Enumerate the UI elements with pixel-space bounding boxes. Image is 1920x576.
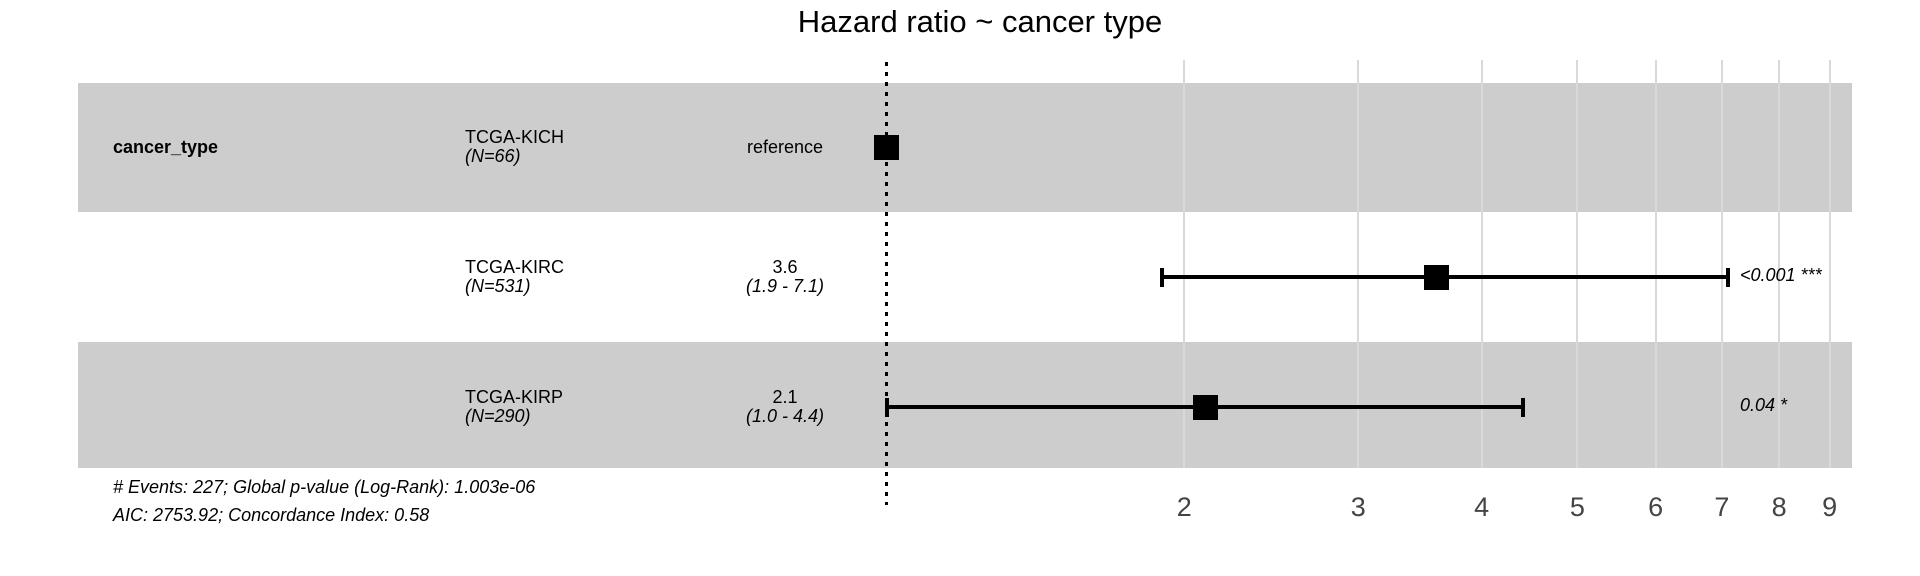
ci-cap-TCGA-KIRC (1725, 268, 1730, 287)
x-axis-tick-label: 9 (1822, 492, 1838, 522)
p-value-kirc: <0.001 *** (1740, 265, 1822, 285)
ci-cap-TCGA-KIRC (1160, 268, 1165, 287)
term-name: TCGA-KIRC (465, 257, 564, 277)
x-axis-tick-label: 4 (1474, 492, 1490, 522)
term-label-kich: TCGA-KICH (N=66) (465, 128, 564, 166)
estimate-ci: (1.9 - 7.1) (745, 276, 825, 296)
x-axis-tick-label: 3 (1350, 492, 1366, 522)
estimate-kirc: 3.6 (1.9 - 7.1) (645, 258, 925, 296)
gridline-4 (1480, 60, 1483, 468)
term-label-kirp: TCGA-KIRP (N=290) (465, 388, 563, 426)
gridline-5 (1576, 60, 1579, 468)
variable-label: cancer_type (113, 137, 219, 157)
footnote-aic: AIC: 2753.92; Concordance Index: 0.58 (113, 505, 430, 525)
estimate-kich: reference (746, 137, 824, 157)
estimate-value: 2.1 (772, 387, 798, 407)
hr-marker-TCGA-KIRP (1192, 394, 1218, 420)
ci-cap-TCGA-KIRP (884, 398, 889, 417)
hr-marker-TCGA-KIRC (1423, 264, 1449, 290)
estimate-kirp: 2.1 (1.0 - 4.4) (645, 388, 925, 426)
term-label-kirc: TCGA-KIRC (N=531) (465, 258, 564, 296)
x-axis-tick-label: 8 (1771, 492, 1787, 522)
gridline-7 (1720, 60, 1723, 468)
reference-line (885, 62, 888, 505)
gridline-8 (1778, 60, 1781, 468)
footnote-events: # Events: 227; Global p-value (Log-Rank)… (113, 477, 536, 497)
term-n: (N=290) (465, 406, 531, 426)
gridline-9 (1828, 60, 1831, 468)
gridline-2 (1183, 60, 1186, 468)
gridline-6 (1654, 60, 1657, 468)
x-axis-tick-label: 5 (1569, 492, 1585, 522)
x-axis-tick-label: 7 (1714, 492, 1730, 522)
row-stripe-1 (78, 83, 1852, 212)
hr-marker-TCGA-KICH (874, 134, 900, 160)
p-value-kirp: 0.04 * (1740, 395, 1788, 415)
ci-cap-TCGA-KIRP (1520, 398, 1525, 417)
term-n: (N=531) (465, 276, 531, 296)
x-axis-tick-label: 2 (1176, 492, 1192, 522)
x-axis-tick-label: 6 (1648, 492, 1664, 522)
estimate-ci: (1.0 - 4.4) (745, 406, 825, 426)
estimate-value: 3.6 (772, 257, 798, 277)
term-name: TCGA-KIRP (465, 387, 564, 407)
term-name: TCGA-KICH (465, 127, 564, 147)
term-n: (N=66) (465, 146, 521, 166)
chart-title: Hazard ratio ~ cancer type (797, 4, 1163, 39)
gridline-3 (1357, 60, 1360, 468)
